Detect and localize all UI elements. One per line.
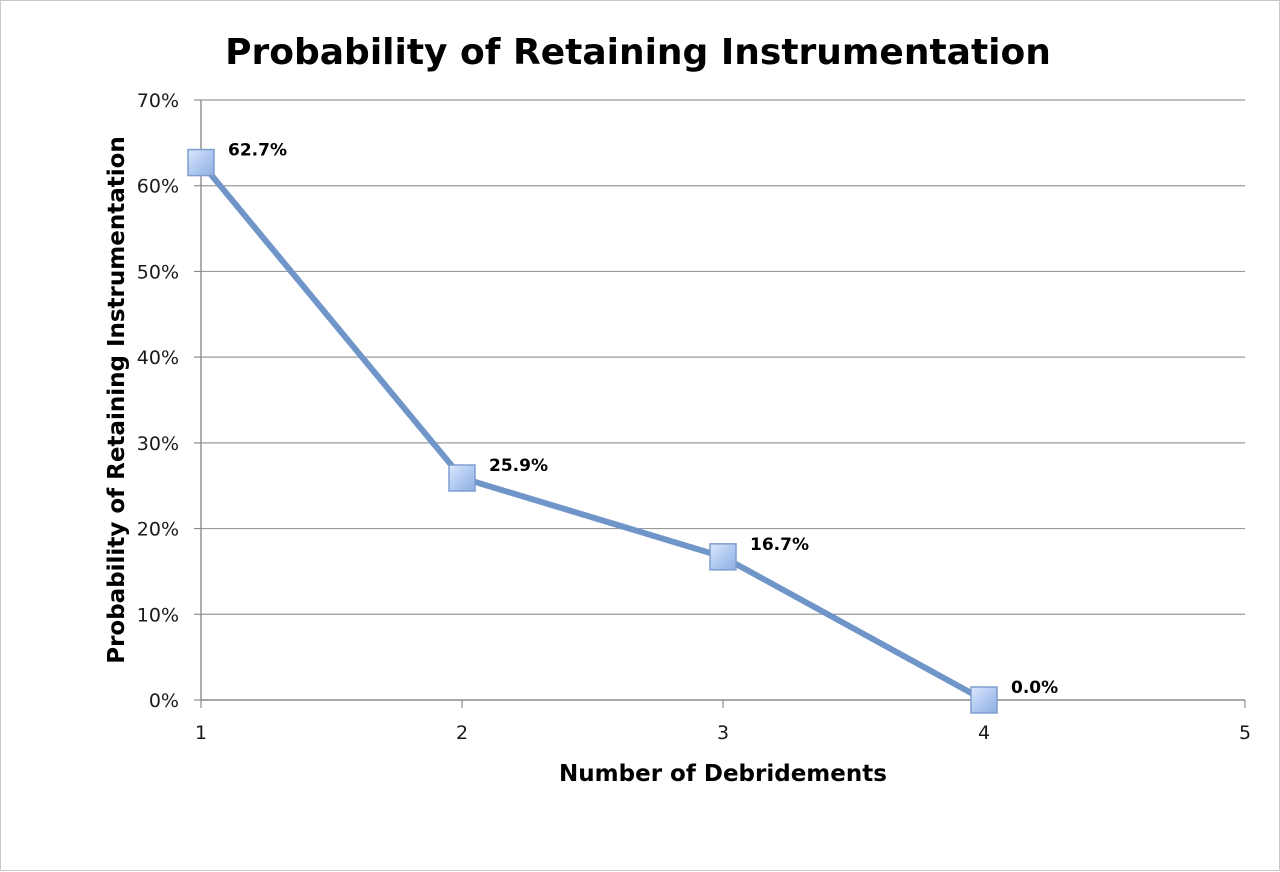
data-point	[187, 148, 215, 177]
data-point	[970, 686, 998, 714]
data-label: 62.7%	[228, 141, 287, 161]
y-tick-label: 0%	[149, 690, 179, 712]
series-line	[198, 159, 987, 703]
y-axis-title: Probability of Retaining Instrumentation	[104, 136, 130, 664]
x-tick-label: 1	[195, 722, 207, 744]
y-tick-label: 40%	[137, 347, 179, 369]
x-tick-label: 3	[717, 722, 729, 744]
y-tick-label: 70%	[137, 90, 179, 112]
data-label: 16.7%	[750, 535, 809, 555]
x-tick-label: 2	[456, 722, 468, 744]
y-tick-label: 10%	[137, 604, 179, 626]
y-tick-label: 20%	[137, 519, 179, 541]
y-axis-ticks: 0% 10% 20% 30% 40% 50% 60% 70%	[137, 90, 201, 712]
x-axis-title: Number of Debridements	[559, 761, 887, 787]
x-axis-ticks: 1 2 3 4 5	[195, 700, 1251, 744]
chart-title: Probability of Retaining Instrumentation	[225, 32, 1051, 73]
data-label: 25.9%	[489, 456, 548, 476]
x-tick-label: 5	[1239, 722, 1251, 744]
data-markers	[187, 148, 998, 714]
data-point	[709, 543, 737, 571]
y-tick-label: 30%	[137, 433, 179, 455]
y-tick-label: 60%	[137, 176, 179, 198]
data-point	[448, 464, 476, 492]
series-line-group	[198, 159, 987, 703]
data-label: 0.0%	[1011, 678, 1058, 698]
data-labels: 62.7% 25.9% 16.7% 0.0%	[228, 141, 1058, 698]
gridlines	[201, 99, 1245, 615]
x-tick-label: 4	[978, 722, 990, 744]
y-tick-label: 50%	[137, 261, 179, 283]
axes	[200, 100, 1245, 701]
